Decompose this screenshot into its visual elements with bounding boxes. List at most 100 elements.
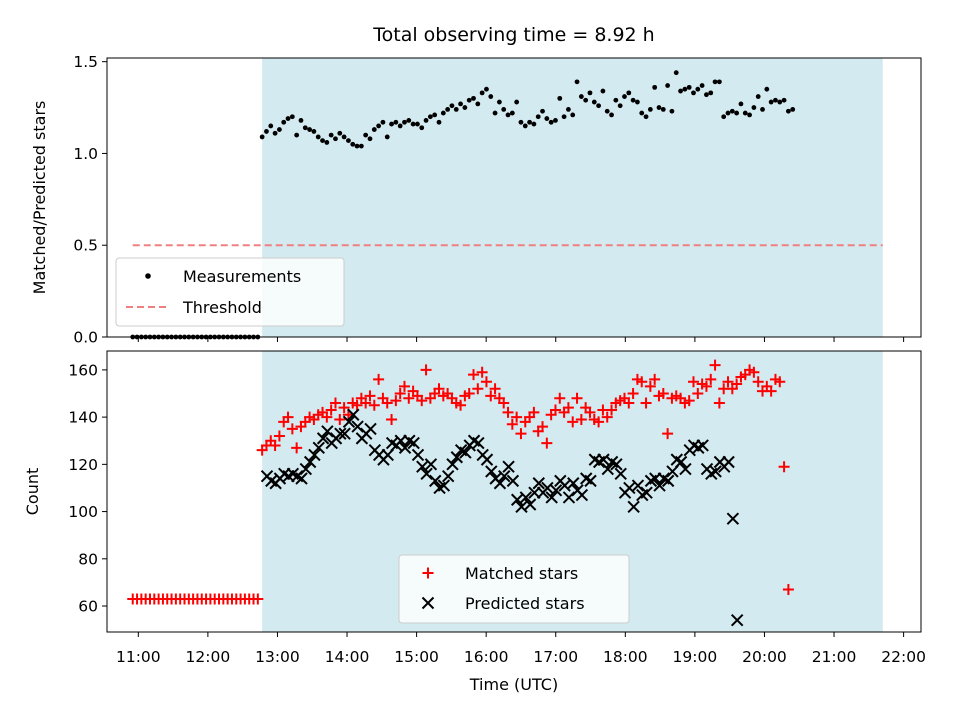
predicted-star-marker: [472, 436, 485, 450]
measurement-point: [427, 114, 433, 120]
matched-star-marker: [502, 406, 514, 418]
matched-star-marker: [381, 397, 393, 409]
matched-star-marker: [269, 439, 281, 451]
measurement-point: [617, 103, 623, 109]
measurement-point: [302, 125, 308, 131]
matched-star-marker: [778, 461, 790, 473]
matched-star-marker: [489, 383, 501, 395]
matched-star-marker: [273, 430, 285, 442]
predicted-star-marker: [545, 491, 558, 504]
measurement-point: [622, 94, 627, 99]
matched-star-marker: [390, 395, 402, 407]
measurement-point: [647, 106, 653, 112]
predicted-star-marker: [398, 441, 412, 455]
measurement-point: [548, 119, 554, 125]
measurement-point: [492, 110, 498, 116]
measurement-point: [574, 79, 580, 85]
measurement-point: [553, 118, 558, 123]
bottom-y-tick-label: 120: [68, 456, 98, 474]
matched-star-marker: [433, 383, 445, 395]
predicted-star-marker: [480, 453, 494, 466]
measurement-point: [790, 106, 796, 112]
measurement-point: [458, 101, 463, 107]
measurement-point: [333, 136, 338, 142]
bottom-plot-frame: [106, 350, 922, 633]
measurement-point: [712, 79, 718, 85]
matched-star-marker: [575, 413, 587, 425]
matched-star-marker: [476, 366, 488, 378]
bottom-legend: Matched stars Predicted stars: [398, 554, 630, 624]
predicted-star-marker: [420, 467, 433, 480]
predicted-star-marker: [562, 491, 576, 504]
measurement-point: [604, 108, 610, 114]
legend-label-predicted-stars: Predicted stars: [465, 594, 585, 613]
bottom-y-tick-label: 140: [68, 409, 98, 427]
predicted-star-marker: [584, 474, 597, 488]
x-axis-label: Time (UTC): [469, 675, 558, 694]
measurement-point: [402, 119, 407, 125]
measurement-point: [354, 143, 360, 149]
measurement-point: [535, 114, 541, 120]
legend-marker-predicted-stars: [421, 596, 435, 610]
measurement-point: [440, 110, 446, 116]
measurement-point: [531, 121, 537, 127]
measurement-point: [643, 114, 649, 120]
bottom-panel: 60 80 100 120 140 160 11:00 12:00 13:00 14:00 15:…: [23, 350, 926, 694]
predicted-star-marker: [567, 477, 580, 490]
measurement-point: [768, 99, 774, 105]
measurement-point: [738, 101, 744, 107]
matched-star-marker: [416, 395, 428, 407]
measurement-point: [462, 105, 468, 110]
predicted-star-marker: [437, 479, 451, 492]
x-tick-label: 13:00: [255, 648, 300, 666]
predicted-star-marker: [502, 460, 515, 473]
measurement-point: [721, 114, 727, 120]
matched-star-marker: [325, 404, 337, 416]
measurement-point: [760, 106, 765, 112]
x-tick-label: 14:00: [325, 648, 370, 666]
predicted-star-marker: [441, 469, 455, 483]
measurement-point: [259, 134, 265, 140]
x-tick-label: 18:00: [603, 648, 648, 666]
measurement-point: [544, 116, 550, 121]
matched-star-marker: [705, 373, 717, 385]
matched-star-marker: [329, 397, 341, 409]
predicted-star-marker: [493, 477, 507, 490]
measurement-point: [277, 127, 282, 132]
matched-star-marker: [640, 397, 652, 409]
measurement-point: [660, 106, 666, 112]
measurement-point: [496, 99, 502, 105]
matched-star-marker: [657, 388, 669, 400]
matched-star-marker: [338, 402, 350, 414]
measurement-point: [695, 86, 701, 92]
matched-star-marker: [644, 380, 656, 392]
predicted-star-marker: [459, 446, 472, 459]
matched-star-marker: [420, 364, 432, 376]
matched-star-marker: [713, 397, 725, 409]
matched-star-marker: [683, 395, 695, 407]
predicted-star-marker: [338, 427, 351, 440]
measurement-point: [587, 90, 593, 96]
measurement-point: [540, 108, 545, 114]
predicted-star-marker: [679, 462, 692, 476]
predicted-star-marker: [321, 425, 334, 438]
top-plot-frame: [106, 57, 922, 338]
measurement-point: [669, 108, 675, 114]
measurement-point: [445, 106, 451, 112]
matched-star-marker: [662, 428, 674, 440]
matched-star-marker: [463, 388, 475, 400]
measurement-point: [289, 114, 295, 120]
matched-star-marker: [692, 388, 704, 400]
measurement-point: [704, 92, 709, 98]
measurement-point: [522, 123, 528, 129]
x-tick-label: 22:00: [881, 648, 926, 666]
measurement-point: [716, 79, 722, 85]
predicted-star-marker: [506, 474, 520, 488]
predicted-star-marker: [411, 448, 425, 462]
matched-star-marker: [554, 392, 566, 404]
matched-star-marker: [571, 392, 583, 404]
measurement-point: [307, 127, 312, 132]
predicted-star-marker: [342, 415, 356, 429]
matched-star-marker: [623, 397, 635, 409]
